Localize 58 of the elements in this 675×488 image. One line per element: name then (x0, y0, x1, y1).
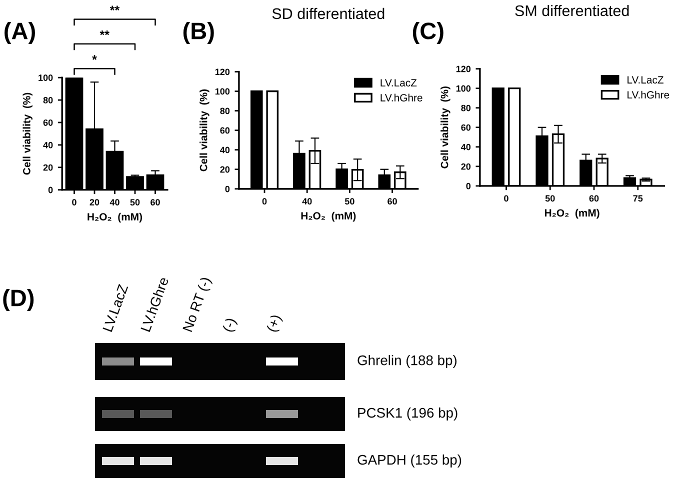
legend-label: LV.LacZ (380, 79, 417, 86)
y-tick-label: 100 (38, 74, 53, 81)
x-tick-label: 60 (589, 195, 599, 202)
x-axis-title: H₂O₂ (mM) (88, 212, 142, 223)
x-tick-label: 75 (633, 195, 643, 202)
y-tick-label: 0 (225, 186, 230, 192)
text: * (92, 55, 97, 60)
text: (C) (412, 22, 444, 44)
text: Ghrelin (188 bp) (358, 355, 456, 368)
x-tick-label: 0 (72, 199, 76, 206)
y-tick-label: 0 (466, 182, 471, 190)
y-tick-label: 20 (220, 166, 230, 173)
legend-label: LV.LacZ (628, 76, 664, 84)
y-tick-label: 80 (43, 97, 53, 104)
y-tick-label: 100 (456, 85, 471, 92)
text: No RT (-) (182, 276, 214, 333)
y-tick-label: 60 (220, 127, 230, 134)
y-tick-label: 60 (43, 119, 53, 126)
x-tick-label: 50 (130, 199, 140, 206)
y-tick-label: 20 (461, 163, 471, 170)
x-tick-label: 60 (388, 198, 397, 205)
legend-label: LV.hGhre (380, 94, 422, 102)
x-tick-label: 50 (545, 195, 555, 202)
y-tick-label: 100 (215, 88, 230, 95)
y-axis-title: Cell viability (%) (440, 86, 450, 168)
x-tick-label: 0 (262, 198, 267, 205)
chart-title: SD differentiated (272, 8, 384, 20)
y-tick-label: 60 (461, 124, 471, 131)
x-tick-label: 40 (302, 198, 312, 205)
x-tick-label: 50 (344, 198, 354, 205)
y-tick-label: 40 (460, 144, 471, 150)
text: (B) (183, 22, 214, 44)
y-tick-label: 20 (43, 164, 53, 171)
chart-title: SM differentiated (515, 4, 629, 16)
legend-label: LV.hGhre (628, 90, 670, 99)
text: (+) (266, 314, 284, 334)
x-tick-label: 20 (90, 199, 100, 206)
y-tick-label: 80 (461, 104, 471, 112)
y-tick-label: 80 (220, 108, 230, 114)
y-axis-title: Cell viability (%) (22, 92, 32, 175)
text: (-) (222, 317, 238, 334)
y-tick-label: 0 (48, 186, 53, 194)
y-tick-label: 40 (43, 142, 53, 148)
y-axis-title: Cell viability (%) (200, 89, 210, 172)
x-tick-label: 40 (110, 199, 120, 206)
x-tick-label: 60 (150, 199, 160, 206)
text: ** (100, 30, 110, 36)
text: PCSK1 (196 bp) (358, 408, 458, 420)
y-tick-label: 120 (456, 66, 471, 72)
y-tick-label: 40 (220, 146, 230, 154)
y-tick-label: 120 (215, 68, 230, 76)
x-axis-title: H₂O₂ (mM) (544, 208, 600, 219)
text: (A) (4, 22, 35, 44)
x-tick-label: 0 (504, 195, 508, 202)
text: GAPDH (155 bp) (358, 454, 462, 468)
x-axis-title: H₂O₂ (mM) (301, 212, 356, 222)
text: (D) (3, 288, 34, 312)
text: ** (110, 6, 120, 10)
